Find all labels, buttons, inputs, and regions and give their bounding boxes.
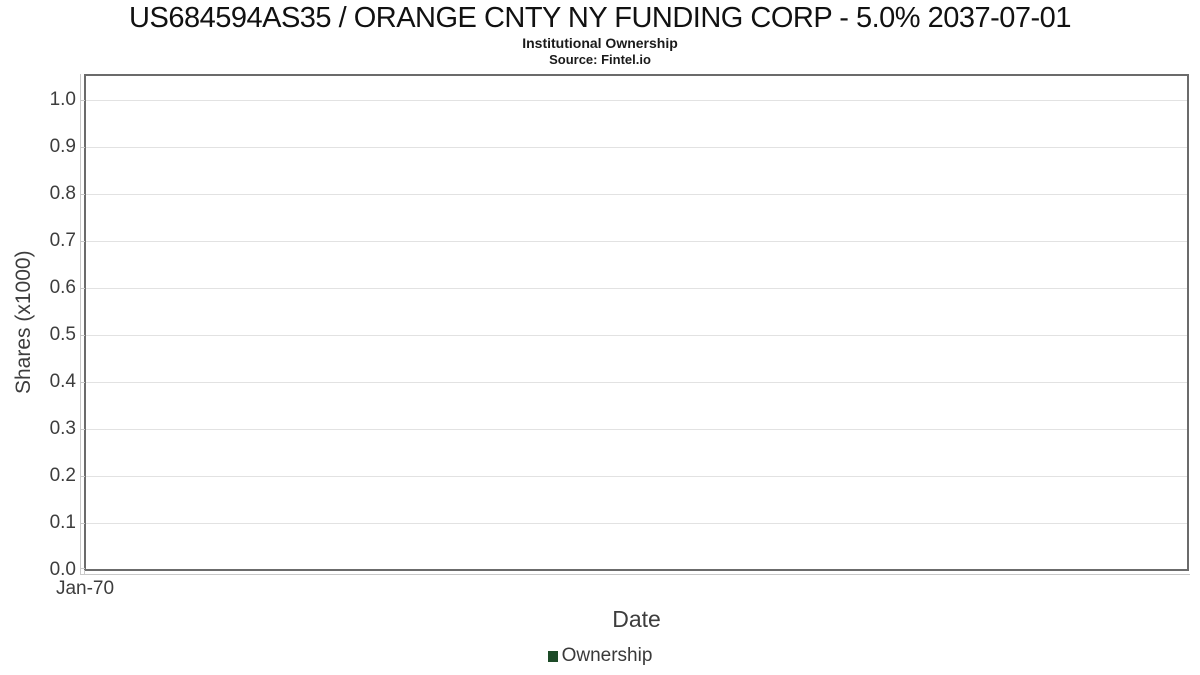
legend-item-ownership[interactable]: Ownership <box>0 645 1200 667</box>
gridline-y-0.3 <box>86 429 1187 430</box>
y-tick-label-0.2: 0.2 <box>49 465 76 486</box>
y-tick-mark-0.4 <box>80 382 85 383</box>
x-axis-label: Date <box>612 606 661 632</box>
ownership-series-swatch-icon <box>547 650 558 662</box>
x-axis-line <box>80 574 1190 575</box>
legend-label: Ownership <box>561 645 653 666</box>
y-axis-line <box>80 74 81 574</box>
chart-title: US684594AS35 / ORANGE CNTY NY FUNDING CO… <box>129 2 1071 34</box>
gridline-y-0.8 <box>86 194 1187 195</box>
gridline-y-0.1 <box>86 523 1187 524</box>
y-axis-ticks: 1.0 0.9 0.8 0.7 0.6 0.5 0.4 0.3 0.2 0.1 0.0 <box>0 74 76 580</box>
chart-source: Source: Fintel.io <box>549 52 651 67</box>
y-axis-label: Shares (x1000) <box>12 250 35 395</box>
gridline-y-0.4 <box>86 382 1187 383</box>
y-tick-mark-0.1 <box>80 523 85 524</box>
x-tick-jan-70: Jan-70 <box>55 578 115 599</box>
gridline-y-0.5 <box>86 335 1187 336</box>
y-tick-mark-0.8 <box>80 194 85 195</box>
y-tick-label-0.4: 0.4 <box>49 371 76 392</box>
y-tick-label-0.0: 0.0 <box>49 559 76 580</box>
y-tick-mark-0.0 <box>80 568 85 569</box>
y-tick-mark-0.7 <box>80 241 85 242</box>
y-tick-label-0.8: 0.8 <box>49 183 76 204</box>
y-tick-label-0.7: 0.7 <box>49 230 76 251</box>
y-tick-mark-1.0 <box>80 100 85 101</box>
y-tick-label-1.0: 1.0 <box>49 89 76 110</box>
y-tick-label-0.5: 0.5 <box>49 324 76 345</box>
y-tick-mark-0.6 <box>80 288 85 289</box>
chart-subtitle: Institutional Ownership <box>522 35 678 51</box>
x-tick-mark <box>84 570 85 575</box>
y-tick-label-0.6: 0.6 <box>49 277 76 298</box>
y-tick-mark-0.2 <box>80 476 85 477</box>
y-tick-label-0.3: 0.3 <box>49 418 76 439</box>
y-tick-mark-0.5 <box>80 335 85 336</box>
gridline-y-0.6 <box>86 288 1187 289</box>
gridline-y-0.9 <box>86 147 1187 148</box>
y-tick-mark-0.9 <box>80 147 85 148</box>
y-tick-label-0.9: 0.9 <box>49 136 76 157</box>
y-tick-label-0.1: 0.1 <box>49 512 76 533</box>
gridline-y-0.7 <box>86 241 1187 242</box>
gridline-y-0.2 <box>86 476 1187 477</box>
y-tick-mark-0.3 <box>80 429 85 430</box>
gridline-y-1.0 <box>86 100 1187 101</box>
plot-area <box>80 74 1190 575</box>
